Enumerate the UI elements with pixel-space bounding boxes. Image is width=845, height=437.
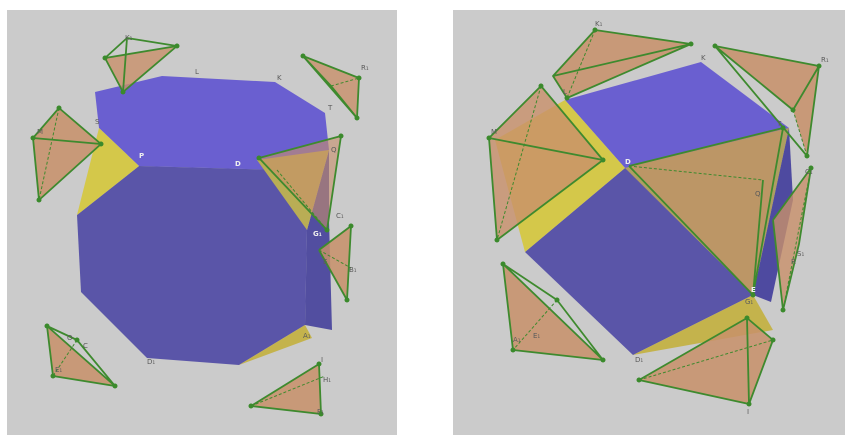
label-g1: G₁ <box>745 298 753 306</box>
right-tetra-top-left <box>552 27 694 101</box>
right-figure: K₁ R₁ L K T M D Q C₁ S₁ R E G₁ D₁ A₁ E₁ … <box>453 10 845 435</box>
label-o: O <box>67 334 73 342</box>
label-r1: R₁ <box>361 64 369 72</box>
label-l: L <box>563 88 567 96</box>
label-f1: F₁ <box>317 408 324 416</box>
label-t: T <box>776 120 782 128</box>
left-tetra-bottom-right <box>248 361 326 417</box>
left-tetra-top <box>102 37 180 95</box>
label-s: S <box>95 118 100 126</box>
right-figure-svg: K₁ R₁ L K T M D Q C₁ S₁ R E G₁ D₁ A₁ E₁ … <box>453 10 845 435</box>
label-d1: D₁ <box>147 358 155 366</box>
label-c1: C₁ <box>336 212 344 220</box>
label-l: L <box>195 68 199 76</box>
left-tetra-mid-right <box>318 223 354 303</box>
label-e1: E₁ <box>55 366 62 374</box>
label-q: Q <box>331 146 337 154</box>
label-k: K <box>277 74 282 82</box>
label-r1: R₁ <box>821 56 829 64</box>
right-tetra-left <box>486 83 606 243</box>
label-a1: A₁ <box>303 332 311 340</box>
left-front-face <box>77 166 307 365</box>
left-tetra-right <box>256 133 344 233</box>
label-d1: D₁ <box>635 356 643 364</box>
left-figure-svg: K₁ R₁ L K T M S P D Q C₁ G₁ B₁ E C D₁ A₁… <box>7 10 397 435</box>
label-c: C <box>83 342 88 350</box>
left-figure: K₁ R₁ L K T M S P D Q C₁ G₁ B₁ E C D₁ A₁… <box>7 10 397 435</box>
label-m: M <box>491 128 497 136</box>
right-tetra-top-right <box>712 43 822 159</box>
left-corner-triangle <box>77 128 139 215</box>
label-t: T <box>327 104 333 112</box>
label-r: R <box>791 258 796 266</box>
left-tetra-topright <box>300 53 362 121</box>
right-tetra-bottom-right <box>636 315 776 407</box>
label-g1: G₁ <box>313 230 322 238</box>
label-k1: K₁ <box>595 20 603 28</box>
label-b1: B₁ <box>349 266 357 274</box>
label-i: I <box>747 408 749 416</box>
label-c1: C₁ <box>805 168 813 176</box>
label-p: P <box>139 152 144 160</box>
label-e: E <box>323 258 327 266</box>
label-k: K <box>701 54 706 62</box>
right-bottom-triangle <box>633 295 773 355</box>
label-d: D <box>625 158 631 166</box>
label-e: E <box>751 286 756 294</box>
right-side-face <box>753 128 793 302</box>
label-s1: S₁ <box>797 250 804 258</box>
left-tetra-left <box>30 105 104 203</box>
label-i: I <box>321 356 323 364</box>
label-h1: H₁ <box>323 376 331 384</box>
right-tetra-bottom-left <box>500 261 606 363</box>
left-top-octagon <box>95 76 329 170</box>
left-corner-triangle-bottom <box>239 325 312 365</box>
label-q: Q <box>755 190 761 198</box>
label-d: D <box>235 160 241 168</box>
label-a1: A₁ <box>513 336 521 344</box>
left-tetra-bottom-left <box>44 323 118 389</box>
label-k1: K₁ <box>125 34 133 42</box>
right-tetra-center <box>628 125 786 298</box>
label-e1: E₁ <box>533 332 540 340</box>
right-tetra-mid-right <box>772 165 814 313</box>
label-m: M <box>37 128 43 136</box>
